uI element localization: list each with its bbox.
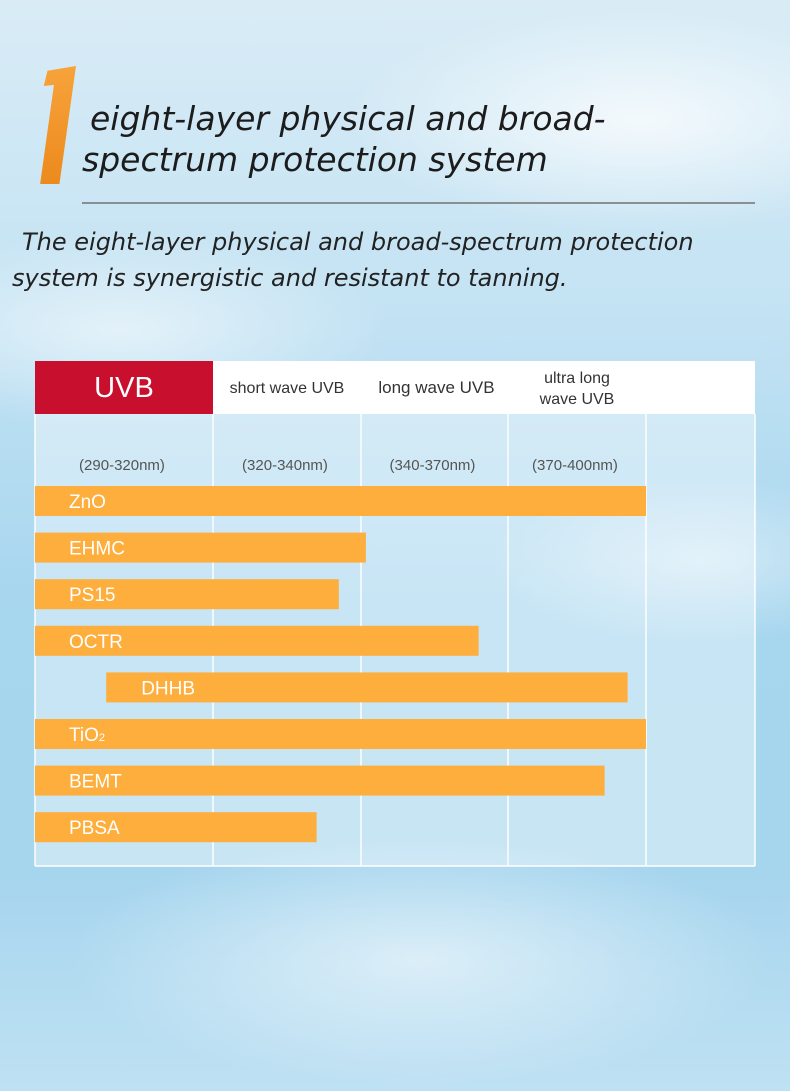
bar-ps15 [35,579,339,610]
uvb-header-cell [35,361,213,414]
bar-octr [35,625,479,656]
bar-ehmc [35,532,366,563]
band-label: (320-340nm) [242,457,328,474]
bar-label-ps15: PS15 [69,585,115,606]
bar-label-pbsa: PBSA [69,818,120,839]
bar-label-zno: ZnO [69,492,106,513]
bar-label-bemt: BEMT [69,772,122,793]
bar-pbsa [35,812,317,843]
bar-tio2 [35,719,646,749]
section-title: eight-layer physical and broad- spectrum… [82,98,742,180]
bar-zno [35,486,646,516]
title-line-1: eight-layer physical and broad- [90,99,606,138]
bar-label-dhhb: DHHB [141,678,195,699]
band-label: (290-320nm) [79,457,165,474]
section-subtitle: The eight-layer physical and broad-spect… [12,228,694,292]
bar-label-ehmc: EHMC [69,539,125,560]
header-uvb: UVB [94,372,154,404]
bar-bemt [35,765,605,796]
band-label: (340-370nm) [390,457,476,474]
header-long-wave-uvb: long wave UVB [378,378,494,397]
band-label: (370-400nm) [532,457,618,474]
bar-label-tio2: TiO2 [69,725,105,746]
header-short-wave-uvb: short wave UVB [230,380,345,397]
title-line-2: spectrum protection system [82,140,548,179]
title-divider [82,202,755,204]
header-ultra-long-wave-uvb: ultra long wave UVB [539,370,615,408]
bar-label-octr: OCTR [69,632,123,653]
bar-dhhb [106,672,628,703]
